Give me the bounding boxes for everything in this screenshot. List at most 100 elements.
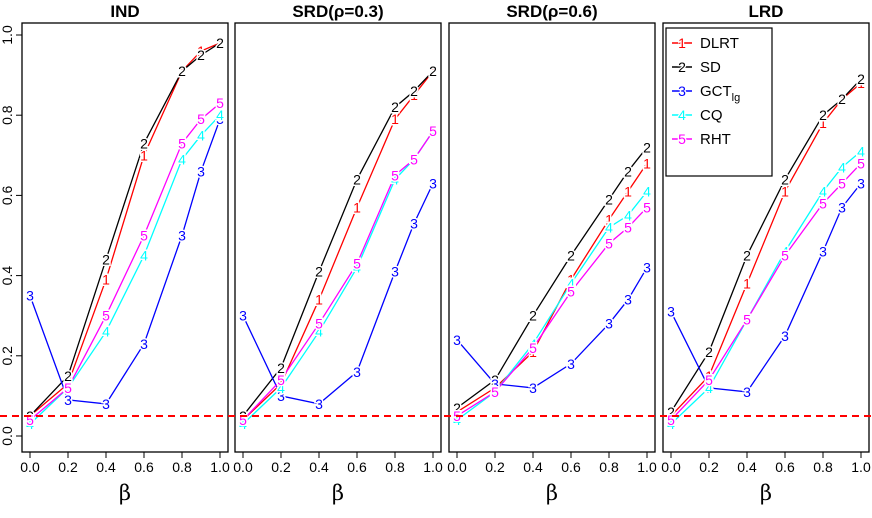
data-point-1: 1 [315,292,323,308]
data-point-2: 2 [410,83,418,99]
x-tick-label: 0.2 [271,459,291,475]
series-line-3-panel-2 [242,183,434,405]
x-tick-label: 0.0 [20,459,40,475]
data-point-4: 4 [64,380,72,396]
data-point-5: 5 [838,175,846,191]
data-point-1: 1 [239,412,247,428]
series-line-3-panel-1 [29,118,221,405]
data-point-5: 5 [743,312,751,328]
data-point-2: 2 [857,71,865,87]
x-tick-label: 1.0 [637,459,657,475]
data-point-3: 3 [315,396,323,412]
y-tick-label: 0.4 [0,266,15,286]
data-point-1: 1 [353,199,361,215]
data-point-3: 3 [624,292,632,308]
data-point-2: 2 [102,252,110,268]
data-point-1: 1 [857,75,865,91]
data-point-4: 4 [705,380,713,396]
panel-frame-4 [662,22,870,453]
data-point-5: 5 [643,199,651,215]
data-point-1: 1 [819,115,827,131]
y-tick-label: 1.0 [0,25,15,45]
panel-title-2: SRD(ρ=0.3) [292,2,383,21]
data-point-1: 1 [743,276,751,292]
data-point-5: 5 [140,228,148,244]
x-tick-label: 0.8 [385,459,405,475]
x-axis-label-4: β [760,481,772,505]
data-point-4: 4 [178,151,186,167]
x-tick-label: 0.6 [561,459,581,475]
data-point-1: 1 [838,91,846,107]
series-line-2-panel-1 [29,42,221,417]
data-point-4: 4 [315,324,323,340]
legend-symbol-5: 5 [678,131,686,147]
data-point-2: 2 [353,171,361,187]
data-point-3: 3 [216,111,224,127]
x-axis-label-2: β [332,481,344,505]
data-point-5: 5 [277,372,285,388]
data-point-2: 2 [64,368,72,384]
data-point-5: 5 [64,380,72,396]
data-point-3: 3 [102,396,110,412]
data-point-4: 4 [391,171,399,187]
data-point-1: 1 [605,211,613,227]
x-tick-label: 0.4 [737,459,757,475]
data-point-2: 2 [529,308,537,324]
data-point-1: 1 [391,111,399,127]
data-point-4: 4 [529,336,537,352]
data-point-1: 1 [277,376,285,392]
x-tick-label: 0.8 [813,459,833,475]
x-tick-label: 0.0 [233,459,253,475]
series-line-5-panel-3 [456,206,648,417]
data-point-2: 2 [781,171,789,187]
data-point-1: 1 [178,63,186,79]
data-point-4: 4 [197,127,205,143]
data-point-4: 4 [643,183,651,199]
data-point-5: 5 [315,316,323,332]
y-tick-label: 0.0 [0,426,15,446]
series-line-4-panel-4 [670,150,862,425]
data-point-1: 1 [453,404,461,420]
data-point-3: 3 [453,332,461,348]
series-line-5-panel-4 [670,162,862,421]
data-point-4: 4 [429,123,437,139]
data-point-4: 4 [819,183,827,199]
panel-frame-3 [448,22,656,453]
series-line-5-panel-1 [29,102,221,421]
data-point-3: 3 [567,356,575,372]
series-line-1-panel-2 [242,70,434,421]
y-tick-label: 0.2 [0,346,15,366]
series-line-1-panel-3 [456,162,648,413]
panel-frame-1 [21,22,229,453]
data-point-3: 3 [391,264,399,280]
data-point-3: 3 [429,175,437,191]
data-point-5: 5 [667,412,675,428]
data-point-1: 1 [624,183,632,199]
data-point-3: 3 [743,384,751,400]
data-point-4: 4 [743,312,751,328]
data-point-4: 4 [216,107,224,123]
data-point-5: 5 [567,284,575,300]
data-point-3: 3 [197,163,205,179]
legend-label-rht: RHT [700,131,731,148]
legend-label-cq: CQ [700,107,723,124]
data-point-2: 2 [567,248,575,264]
data-point-3: 3 [667,304,675,320]
x-tick-label: 0.6 [775,459,795,475]
data-point-3: 3 [819,244,827,260]
data-point-2: 2 [605,191,613,207]
data-point-2: 2 [391,99,399,115]
data-point-2: 2 [277,360,285,376]
data-point-3: 3 [410,215,418,231]
data-point-5: 5 [197,111,205,127]
data-point-1: 1 [410,87,418,103]
data-point-4: 4 [353,260,361,276]
data-point-3: 3 [178,228,186,244]
x-tick-label: 0.4 [523,459,543,475]
panel-title-3: SRD(ρ=0.6) [506,2,597,21]
data-point-2: 2 [624,163,632,179]
legend-label-gct: GCTlg [700,83,740,104]
data-point-3: 3 [64,392,72,408]
data-point-1: 1 [567,272,575,288]
data-point-2: 2 [838,91,846,107]
